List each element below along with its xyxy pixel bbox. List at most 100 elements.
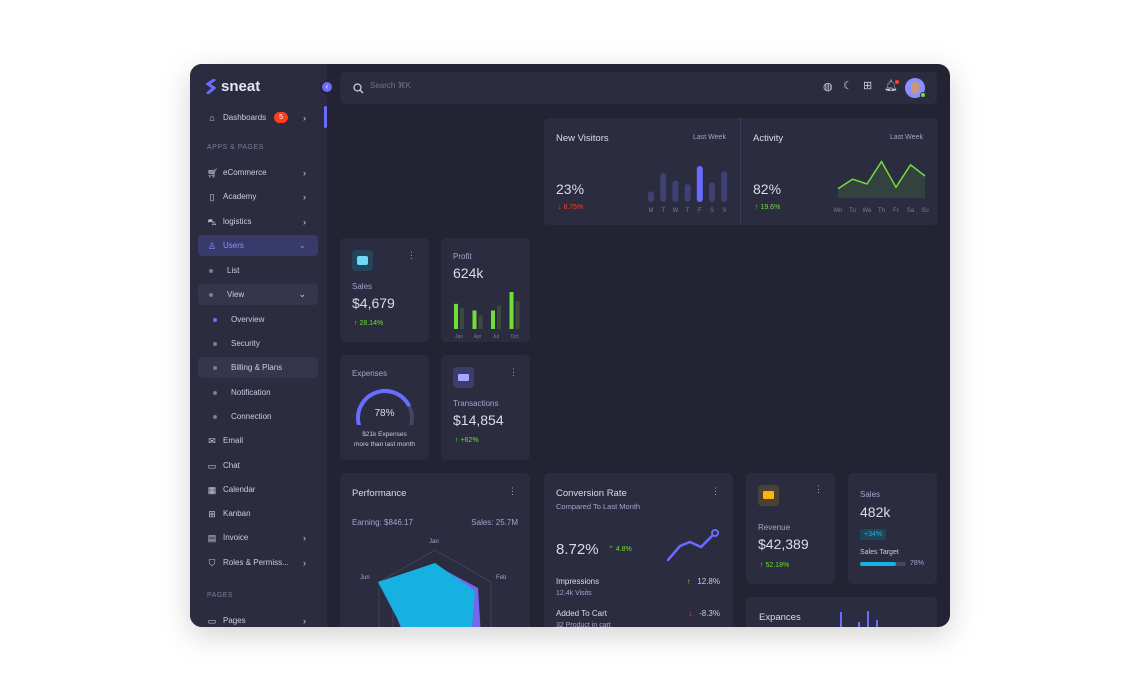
monitor-icon [758, 485, 779, 506]
bell-icon[interactable]: 🔔︎ [884, 80, 899, 92]
label: Pages [223, 616, 246, 625]
collapse-sidebar-button[interactable]: ‹ [320, 80, 334, 94]
more-options-icon[interactable]: ⋮ [711, 486, 720, 496]
sidebar-item-ecommerce[interactable]: 🛒︎ eCommerce › [198, 162, 318, 183]
sidebar-item-overview[interactable]: Overview [198, 309, 318, 330]
profit-bar-current [454, 303, 458, 329]
chevron-right-icon: › [303, 557, 306, 568]
bullet-icon [213, 414, 217, 419]
more-options-icon[interactable]: ⋮ [407, 250, 416, 260]
sales: Sales: 25.7M [471, 518, 518, 527]
language-globe-icon[interactable]: ◍ [823, 81, 833, 93]
card-title: Expances [759, 612, 801, 623]
logo[interactable]: sneat [206, 78, 260, 95]
label: Invoice [223, 533, 249, 542]
sidebar-item-security[interactable]: Security [198, 333, 318, 354]
metric-sub: 12.4k Visits [556, 590, 592, 597]
sidebar-item-academy[interactable]: ▯ Academy › [198, 186, 318, 207]
moon-icon[interactable]: ☾ [843, 80, 853, 92]
more-options-icon[interactable]: ⋮ [509, 367, 518, 377]
sidebar-item-logistics[interactable]: ⛍ logistics › [198, 211, 318, 232]
revenue-card: ⋮ Revenue $42,389 ↑ 52.18% [746, 473, 835, 584]
app-window: sneat ⌂ Dashboards 5 › APPS & PAGES 🛒︎ eC… [190, 64, 950, 627]
change-badge: +34% [860, 529, 887, 540]
search-input[interactable] [370, 81, 570, 90]
scrollbar[interactable] [324, 106, 327, 128]
more-options-icon[interactable]: ⋮ [814, 484, 823, 494]
gauge-value: 78% [374, 408, 395, 419]
grid-icon: ⊞ [208, 508, 216, 519]
label: Kanban [223, 509, 251, 518]
activity-change: ↑ 19.6% [755, 204, 781, 211]
bullet-icon [213, 317, 217, 322]
sidebar-item-billing-plans[interactable]: Billing & Plans [198, 357, 318, 378]
value: 8.72% [556, 541, 599, 558]
sidebar-item-email[interactable]: ✉ Email [198, 430, 318, 451]
shortcuts-grid-icon[interactable]: ⊞ [863, 80, 873, 92]
visitors-bar [721, 171, 728, 202]
value: 624k [453, 265, 484, 281]
sidebar-item-kanban[interactable]: ⊞ Kanban [198, 503, 318, 524]
divider [740, 118, 741, 225]
month-label: Jan [455, 334, 463, 340]
profit-bar-current [491, 310, 495, 329]
cart-icon: 🛒︎ [207, 167, 219, 178]
axis-label: Jan [429, 539, 439, 545]
day-label: Th [878, 208, 885, 214]
axis-label: Jun [360, 575, 370, 581]
label: Revenue [758, 523, 791, 532]
sidebar-item-connection[interactable]: Connection [198, 406, 318, 427]
sidebar-item-calendar[interactable]: ▦ Calendar [198, 479, 318, 500]
expances-bar-chart [840, 611, 878, 627]
sidebar-item-list[interactable]: List [198, 260, 318, 281]
chevron-right-icon: › [303, 167, 306, 178]
metric-change: ↓ -8.3% [688, 609, 720, 618]
visitors-bar [648, 191, 654, 202]
arrow-down-icon: ↓ [688, 609, 693, 618]
visitors-bar [696, 166, 703, 202]
visitors-bar [684, 184, 691, 202]
wallet-icon [352, 250, 373, 271]
sidebar-item-pages[interactable]: ▭ Pages › [198, 610, 318, 627]
sidebar-item-notification[interactable]: Notification [198, 382, 318, 403]
day-label: S [710, 208, 714, 214]
visitors-value: 23% [556, 181, 585, 197]
change: ⌃ 4.8% [608, 546, 632, 553]
visitors-change: ↓ 8.75% [558, 204, 584, 211]
metric-label: Impressions [556, 577, 600, 586]
target-label: Sales Target [860, 549, 899, 556]
visitors-bar [709, 182, 715, 202]
earning: Earning: $846.17 [352, 518, 413, 527]
day-label: Mo [834, 208, 843, 214]
label: Email [223, 436, 244, 445]
sidebar-item-roles-permiss-[interactable]: ⛉ Roles & Permiss... › [198, 552, 318, 573]
change: ↑ 52.18% [760, 562, 790, 569]
profit-bar-chart: Jan Apr Jul Oct [454, 292, 520, 340]
chevron-right-icon: › [303, 532, 306, 543]
label: Dashboards [223, 113, 267, 122]
file-icon: ▤ [207, 532, 217, 543]
change: ↑ +62% [455, 437, 479, 444]
sidebar-item-dashboards[interactable]: ⌂ Dashboards 5 › [198, 107, 318, 128]
sidebar-item-invoice[interactable]: ▤ Invoice › [198, 527, 318, 548]
sidebar-item-chat[interactable]: ▭ Chat [198, 455, 318, 476]
label: List [227, 266, 240, 275]
day-label: F [698, 208, 702, 214]
activity-area [838, 161, 925, 198]
activity-value: 82% [753, 181, 782, 197]
label: Overview [231, 315, 265, 324]
month-label: Jul [493, 334, 499, 340]
day-label: Tu [849, 208, 856, 214]
sidebar-item-view[interactable]: View ⌄ [198, 284, 318, 305]
sidebar-item-users[interactable]: ♙ Users ⌄ [198, 235, 318, 256]
label: Expenses [352, 369, 388, 378]
day-label: We [863, 208, 873, 214]
day-label: T [686, 208, 690, 214]
label: Transactions [453, 399, 499, 408]
sneat-logo-icon [206, 79, 216, 94]
axis-label: Feb [496, 575, 507, 581]
bullet-icon [213, 390, 217, 395]
avatar[interactable] [905, 78, 926, 98]
more-options-icon[interactable]: ⋮ [508, 486, 517, 496]
